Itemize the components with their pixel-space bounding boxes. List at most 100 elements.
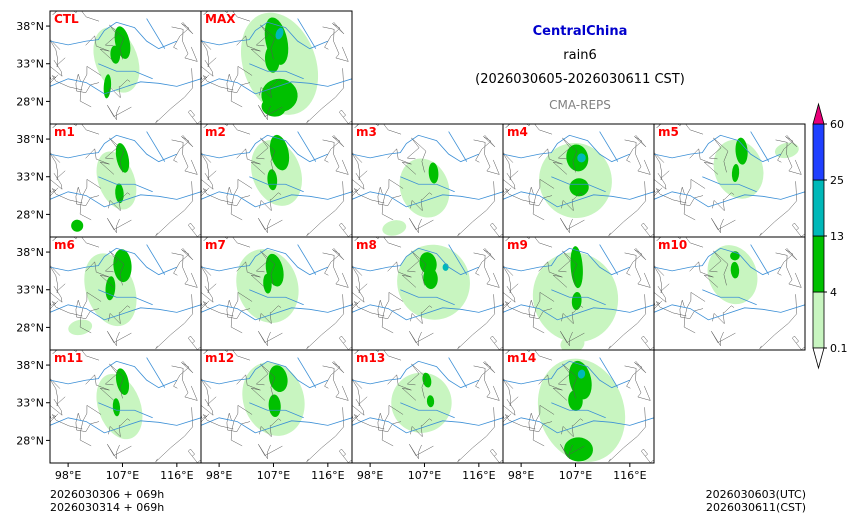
river-line	[448, 357, 468, 388]
map-panel-m5: m5	[653, 123, 806, 238]
province-border	[475, 360, 496, 389]
river-line	[249, 402, 304, 419]
map-panel-m1: m1 38°N 33°N 28°N	[16, 123, 202, 238]
rain-area-level-2	[71, 219, 84, 232]
province-border	[85, 148, 115, 175]
river-line	[249, 289, 304, 306]
province-border	[353, 188, 385, 204]
province-border	[259, 192, 282, 212]
province-border	[306, 294, 345, 350]
y-tick-label: 33°N	[16, 58, 44, 71]
province-border	[560, 444, 585, 460]
province-border	[104, 363, 125, 399]
province-border	[353, 301, 385, 317]
valid-time-cst: 2026030611(CST)	[706, 501, 806, 514]
province-border	[406, 137, 427, 173]
province-border	[489, 222, 503, 237]
province-border	[679, 299, 704, 319]
province-border	[322, 139, 349, 175]
map-panel-m4: m4	[502, 123, 655, 238]
rain-area-level-3	[275, 27, 284, 40]
province-border	[173, 21, 194, 50]
rain-area-level-2	[571, 292, 582, 311]
rain-area-level-3	[577, 369, 586, 379]
province-border	[258, 218, 283, 234]
province-border	[505, 124, 553, 135]
province-border	[324, 134, 345, 163]
province-border	[236, 374, 266, 401]
province-border	[624, 252, 651, 288]
rain-area-level-2	[426, 395, 435, 408]
province-border	[406, 363, 427, 399]
panel-label-m10: m10	[658, 238, 687, 252]
province-border	[457, 181, 496, 237]
rain-area-level-2	[115, 368, 130, 395]
init-time-footer: 2026030306 + 069h 2026030314 + 069h	[50, 488, 164, 514]
province-border	[655, 188, 687, 204]
river-line	[201, 247, 328, 276]
province-border	[187, 448, 201, 463]
panel-label-m7: m7	[205, 238, 226, 252]
province-border	[626, 247, 647, 276]
river-line	[551, 289, 606, 306]
panel-content-m13	[352, 350, 503, 463]
province-border	[352, 286, 365, 310]
province-border	[640, 222, 654, 237]
river-line	[201, 21, 328, 50]
rain-area-level-2	[731, 163, 740, 182]
province-border	[538, 148, 568, 175]
province-border	[50, 286, 63, 310]
province-border	[708, 137, 729, 173]
province-border	[473, 252, 500, 288]
province-border	[640, 448, 654, 463]
province-border	[258, 444, 283, 460]
map-panel-m2: m2	[200, 123, 353, 238]
colorbar: 0.1 4 13 25 60	[812, 102, 848, 370]
province-border	[775, 252, 802, 288]
province-border	[324, 21, 345, 50]
x-tick-label: 116°E	[613, 469, 646, 482]
province-border	[201, 60, 214, 84]
x-tick-label: 116°E	[160, 469, 193, 482]
panel-frame	[502, 349, 655, 464]
panel-content-m1	[50, 124, 201, 237]
river-line	[750, 244, 770, 275]
province-border	[561, 192, 584, 212]
rain-area-level-2	[110, 45, 121, 64]
province-border	[557, 137, 578, 173]
province-border	[258, 105, 283, 121]
province-border	[338, 222, 352, 237]
y-tick-label: 28°N	[16, 321, 44, 334]
province-border	[173, 134, 194, 163]
river-line	[50, 21, 177, 50]
province-border	[108, 79, 131, 99]
map-panel-m3: m3	[351, 123, 504, 238]
province-border	[503, 286, 516, 310]
y-tick-label: 28°N	[16, 434, 44, 447]
river-line	[297, 131, 317, 162]
province-border	[457, 294, 496, 350]
province-border	[52, 350, 100, 361]
province-border	[201, 152, 217, 181]
province-border	[322, 365, 349, 401]
province-border	[409, 331, 434, 347]
x-tick-label: 107°E	[257, 469, 290, 482]
province-border	[107, 105, 132, 121]
province-border	[387, 374, 417, 401]
province-border	[236, 148, 266, 175]
chart-title-model: CMA-REPS	[549, 98, 611, 112]
province-border	[489, 335, 503, 350]
rain-area-level-1	[251, 140, 302, 206]
province-border	[557, 363, 578, 399]
river-line	[98, 176, 153, 193]
rain-area-level-2	[264, 45, 280, 73]
province-border	[354, 237, 402, 248]
river-line	[702, 176, 757, 193]
province-border	[353, 414, 385, 430]
map-panel-m10: m10	[653, 236, 806, 351]
province-border	[387, 148, 417, 175]
colorbar-extend-min	[812, 347, 825, 370]
province-border	[354, 350, 402, 361]
river-line	[503, 247, 630, 276]
province-border	[504, 188, 536, 204]
